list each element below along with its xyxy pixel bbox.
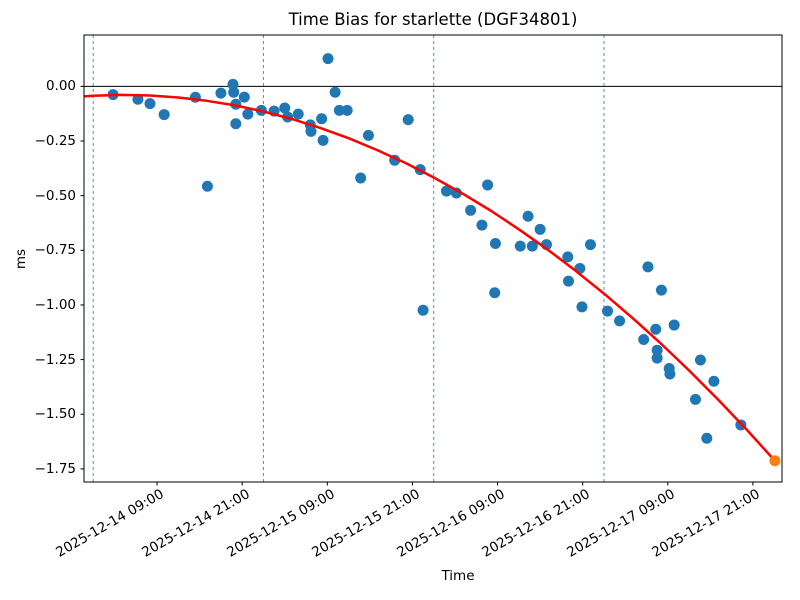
- data-point: [440, 185, 452, 197]
- data-point: [355, 172, 367, 184]
- data-point: [651, 352, 663, 364]
- y-tick-label: −0.50: [34, 187, 76, 204]
- data-point: [322, 53, 334, 65]
- data-point: [664, 368, 676, 380]
- data-point: [482, 179, 494, 191]
- data-point: [668, 319, 680, 331]
- data-point: [614, 315, 626, 327]
- y-tick-label: −0.25: [34, 133, 76, 149]
- data-point: [341, 104, 353, 116]
- data-point: [489, 238, 501, 250]
- data-point: [465, 204, 477, 216]
- data-point: [238, 91, 250, 103]
- data-point: [708, 375, 720, 387]
- y-tick-label: −1.50: [34, 406, 76, 423]
- y-tick-label: −0.75: [34, 242, 76, 259]
- data-point: [227, 78, 239, 90]
- data-point: [242, 108, 254, 120]
- x-axis-label: Time: [441, 568, 475, 584]
- data-point: [228, 86, 240, 98]
- data-point: [522, 210, 534, 222]
- data-point: [144, 98, 156, 110]
- y-tick-label: −1.25: [34, 351, 76, 368]
- data-point: [534, 223, 546, 235]
- data-point: [158, 109, 170, 121]
- data-point: [329, 86, 341, 98]
- fit-curve: [83, 93, 776, 462]
- data-point: [476, 219, 488, 231]
- data-point: [316, 113, 328, 125]
- data-point: [362, 129, 374, 141]
- data-point: [694, 354, 706, 366]
- axes-spines: [83, 34, 783, 483]
- data-point: [638, 333, 650, 345]
- data-point: [417, 304, 429, 316]
- data-point: [215, 87, 227, 99]
- data-point: [701, 432, 713, 444]
- data-point: [689, 393, 701, 405]
- y-tick-label: −1.75: [34, 460, 76, 477]
- data-point: [526, 240, 538, 252]
- data-point: [201, 180, 213, 192]
- data-point: [562, 275, 574, 287]
- data-point: [514, 240, 526, 252]
- data-point: [576, 301, 588, 313]
- data-point: [562, 251, 574, 263]
- data-point: [333, 104, 345, 116]
- data-point: [402, 114, 414, 126]
- extrapolated-point: [769, 455, 781, 467]
- data-point: [650, 323, 662, 335]
- data-point: [584, 239, 596, 251]
- data-point: [305, 125, 317, 137]
- y-tick-label: −1.00: [34, 296, 76, 313]
- y-tick-label: 0.00: [45, 78, 76, 95]
- data-point: [317, 134, 329, 146]
- data-point: [292, 108, 304, 120]
- data-point: [642, 261, 654, 273]
- data-point: [651, 344, 663, 356]
- data-point: [489, 287, 501, 299]
- data-point: [279, 102, 291, 114]
- data-point: [655, 284, 667, 296]
- data-point: [230, 118, 242, 130]
- data-point: [602, 305, 613, 317]
- chart-title: Time Bias for starlette (DGF34801): [288, 10, 578, 29]
